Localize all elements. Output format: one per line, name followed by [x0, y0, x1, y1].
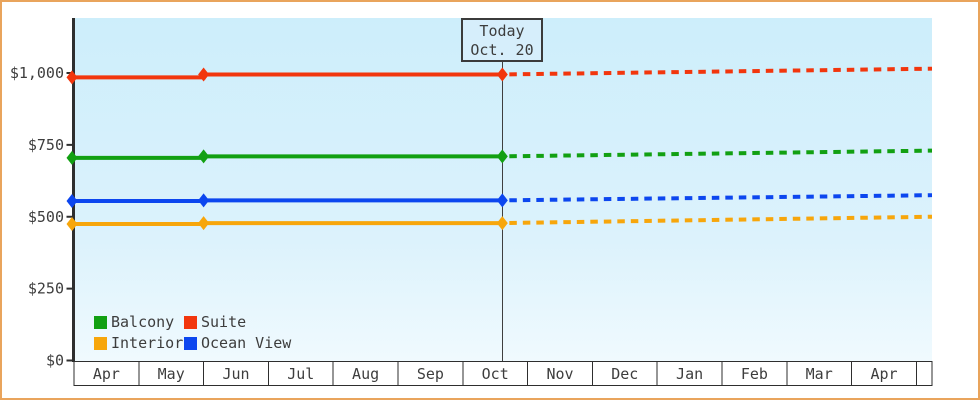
- legend-label-interior: Interior: [111, 334, 184, 352]
- series-marker-ocean-view: [198, 193, 210, 208]
- month-label: Nov: [546, 365, 573, 383]
- y-tick-label: $750: [28, 136, 64, 154]
- legend-item-suite: Suite: [184, 313, 291, 331]
- series-marker-interior: [198, 216, 210, 231]
- series-line-ocean-view: [72, 198, 503, 203]
- series-marker-suite: [496, 67, 508, 82]
- legend-item-interior: Interior: [94, 334, 184, 352]
- y-tick-label: $500: [28, 208, 64, 226]
- month-label: Jun: [222, 365, 249, 383]
- today-label: Today: [479, 22, 525, 40]
- series-marker-balcony: [496, 149, 508, 164]
- series-projection-balcony: [509, 148, 933, 159]
- month-cell-jan-9: [656, 361, 723, 386]
- legend-item-ocean-view: Ocean View: [184, 334, 291, 352]
- series-marker-ocean-view: [496, 193, 508, 208]
- today-annotation: Today Oct. 20: [461, 18, 543, 62]
- legend-swatch-ocean-view: [184, 336, 197, 350]
- month-label: Oct: [482, 365, 509, 383]
- y-tick-label: $1,000: [10, 64, 64, 82]
- series-marker-balcony: [66, 150, 78, 165]
- y-tick-label: $250: [28, 280, 64, 298]
- series-line-interior: [72, 221, 503, 226]
- legend-label-suite: Suite: [201, 313, 247, 331]
- month-label: Jan: [676, 365, 703, 383]
- series-marker-suite: [66, 70, 78, 85]
- month-label: Apr: [870, 365, 897, 383]
- month-cell-feb-10: [721, 361, 788, 386]
- series-projection-interior: [509, 214, 933, 225]
- legend-swatch-balcony: [94, 315, 107, 329]
- legend-swatch-suite: [184, 315, 197, 329]
- series-marker-interior: [66, 216, 78, 231]
- month-label: Mar: [806, 365, 833, 383]
- month-label: Feb: [741, 365, 768, 383]
- series-marker-balcony: [198, 149, 210, 164]
- month-cell-jun-2: [203, 361, 269, 386]
- series-projection-ocean-view: [509, 193, 933, 203]
- month-label: Sep: [417, 365, 444, 383]
- y-tick-label: $0: [46, 352, 64, 370]
- month-cell-apr-0: [73, 361, 140, 386]
- month-label: Aug: [352, 365, 379, 383]
- month-cell-partial: [915, 361, 933, 386]
- legend-swatch-interior: [94, 336, 107, 350]
- series-line-balcony: [72, 154, 503, 160]
- today-date: Oct. 20: [470, 41, 534, 59]
- month-label: Apr: [93, 365, 120, 383]
- month-cell-nov-7: [527, 361, 593, 386]
- month-label: Dec: [611, 365, 638, 383]
- chart-legend: Balcony Suite Interior Ocean View: [94, 313, 291, 352]
- legend-item-balcony: Balcony: [94, 313, 184, 331]
- month-cell-oct-6: [462, 361, 529, 386]
- month-label: Jul: [287, 365, 314, 383]
- series-marker-suite: [198, 67, 210, 82]
- legend-label-balcony: Balcony: [111, 313, 175, 331]
- series-projection-suite: [509, 66, 933, 77]
- legend-label-ocean-view: Ocean View: [201, 334, 292, 352]
- month-label: May: [158, 365, 185, 383]
- month-cell-dec-8: [591, 361, 658, 386]
- series-marker-ocean-view: [66, 193, 78, 208]
- series-marker-interior: [496, 216, 508, 231]
- month-cell-apr-12: [851, 361, 917, 386]
